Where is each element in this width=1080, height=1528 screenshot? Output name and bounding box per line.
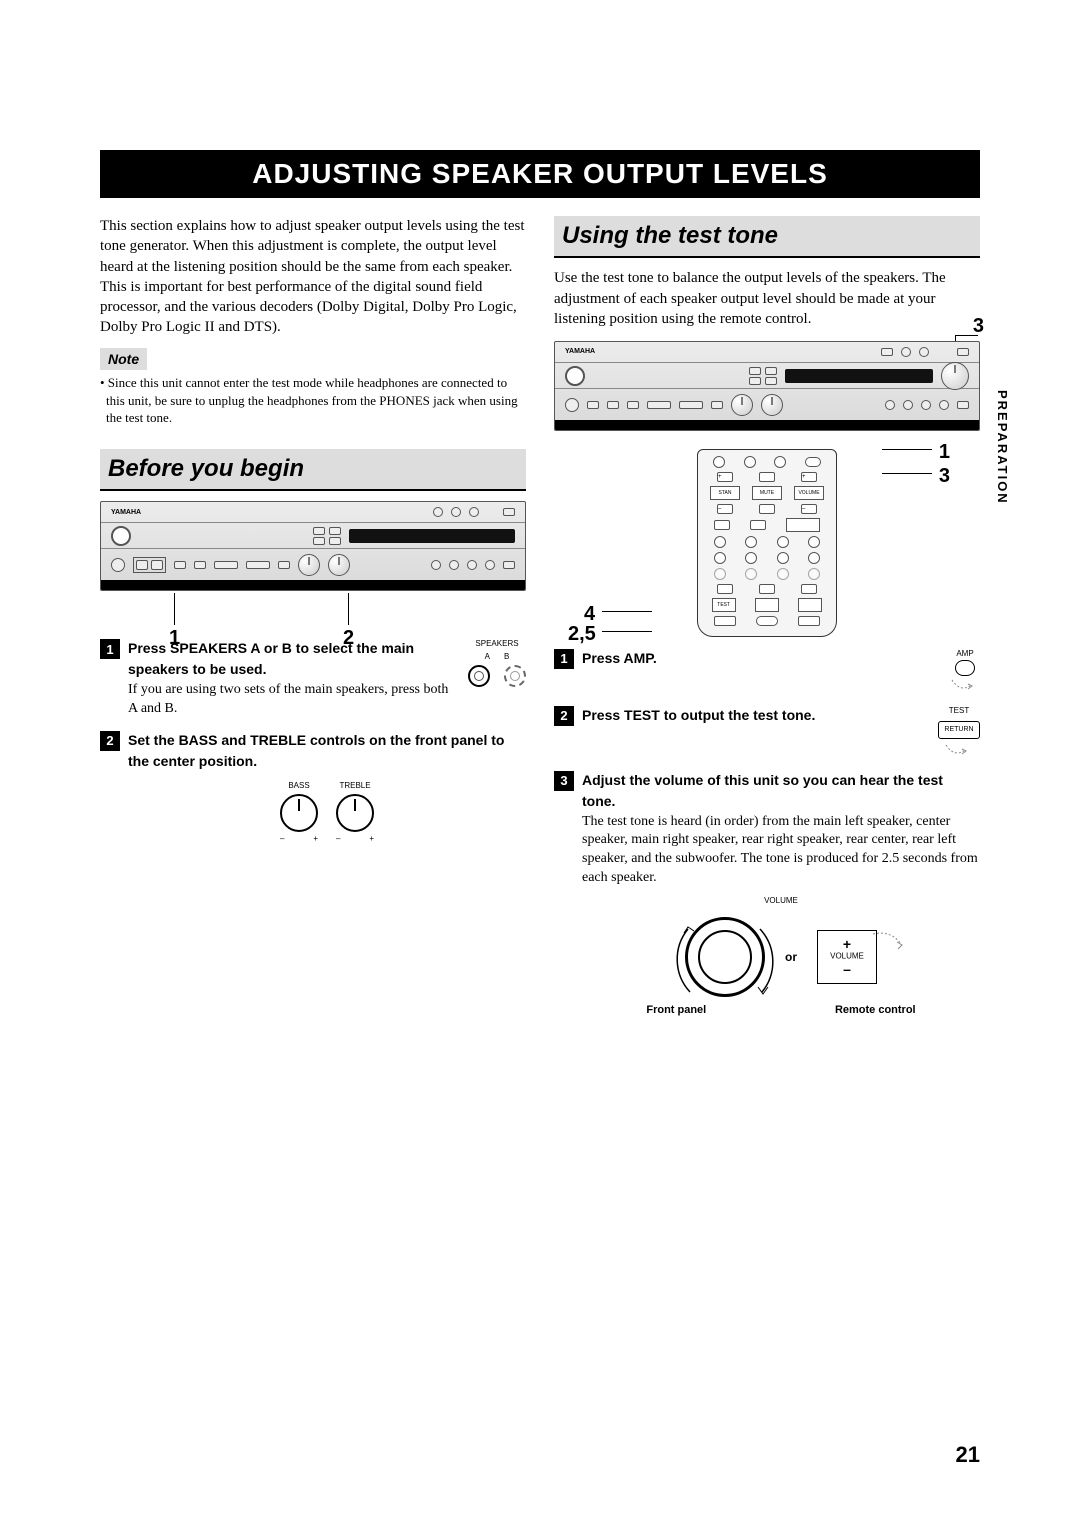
step-number-icon: 2 — [554, 706, 574, 726]
amp-icon: AMP — [950, 649, 980, 694]
left-step-2: 2 Set the BASS and TREBLE controls on th… — [100, 731, 526, 844]
intro-text: This section explains how to adjust spea… — [100, 216, 526, 338]
step-number-icon: 1 — [554, 649, 574, 669]
left-column: This section explains how to adjust spea… — [100, 216, 526, 1018]
callout-1: 1 — [169, 625, 180, 652]
step-number-icon: 2 — [100, 731, 120, 751]
left-step2-head: Set the BASS and TREBLE controls on the … — [128, 732, 504, 769]
right-diagram-wrap: 3 YAMAHA — [554, 337, 980, 637]
step-number-icon: 1 — [100, 639, 120, 659]
speakers-icon: SPEAKERS AB — [468, 639, 526, 719]
step-number-icon: 3 — [554, 771, 574, 791]
section-before-header: Before you begin — [100, 449, 526, 491]
right-step-3: 3 Adjust the volume of this unit so you … — [554, 771, 980, 1018]
right-step-2: 2 Press TEST to output the test tone. TE… — [554, 706, 980, 759]
callout-2: 2 — [343, 625, 354, 652]
callout-remote-25: 2,5 — [568, 621, 596, 648]
left-step-1: 1 Press SPEAKERS A or B to select the ma… — [100, 639, 526, 719]
right-step1-head: Press AMP. — [582, 649, 938, 694]
callout-remote-3: 3 — [939, 463, 950, 490]
bass-treble-diagram: BASS –+ TREBLE –+ — [128, 781, 526, 845]
right-step-1: 1 Press AMP. AMP — [554, 649, 980, 694]
section-test-header: Using the test tone — [554, 216, 980, 258]
front-panel-diagram-right: YAMAHA — [554, 341, 980, 431]
left-step1-body: If you are using two sets of the main sp… — [128, 681, 456, 719]
or-label: or — [785, 949, 797, 965]
front-panel-diagram-wrap: YAMAHA — [100, 501, 526, 627]
note-text: • Since this unit cannot enter the test … — [106, 374, 526, 427]
remote-diagram: + + STAN MUTE VOLUME – – — [697, 449, 837, 637]
volume-captions: Front panel Remote control — [582, 1003, 980, 1018]
right-step2-head: Press TEST to output the test tone. — [582, 706, 926, 759]
page-title: ADJUSTING SPEAKER OUTPUT LEVELS — [100, 150, 980, 198]
volume-label-top: VOLUME — [582, 896, 980, 907]
note-label: Note — [100, 348, 147, 371]
callout-remote-1: 1 — [939, 439, 950, 466]
right-step3-body: The test tone is heard (in order) from t… — [582, 813, 980, 889]
right-step3-head: Adjust the volume of this unit so you ca… — [582, 772, 943, 809]
panel-brand: YAMAHA — [111, 508, 141, 517]
volume-diagram: or + VOLUME – — [582, 917, 980, 997]
front-panel-diagram: YAMAHA — [100, 501, 526, 591]
page-number: 21 — [956, 1442, 980, 1468]
side-tab: PREPARATION — [995, 390, 1010, 505]
content-columns: This section explains how to adjust spea… — [100, 216, 980, 1018]
right-column: Using the test tone Use the test tone to… — [554, 216, 980, 1018]
test-return-icon: TEST RETURN — [938, 706, 980, 759]
test-intro: Use the test tone to balance the output … — [554, 268, 980, 329]
